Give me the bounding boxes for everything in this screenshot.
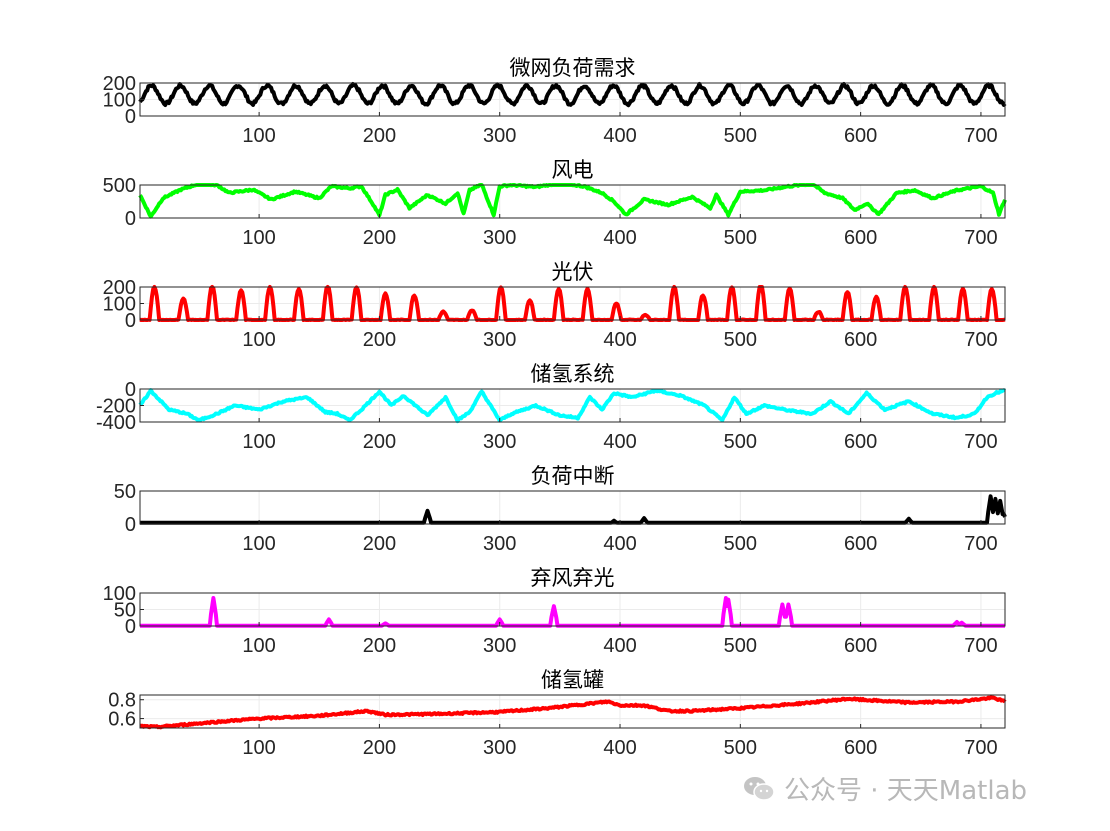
- y-tick-label: 0.8: [108, 690, 136, 712]
- x-tick-label: 700: [964, 533, 997, 555]
- x-tick-label: 200: [363, 431, 396, 453]
- y-tick-label: 500: [103, 175, 136, 197]
- watermark-text: 公众号 · 天天Matlab: [784, 776, 1028, 806]
- x-tick-label: 300: [483, 533, 516, 555]
- x-tick-label: 500: [724, 125, 757, 147]
- subplot-title: 风电: [552, 158, 594, 182]
- x-tick-label: 700: [964, 635, 997, 657]
- x-tick-label: 300: [483, 737, 516, 759]
- watermark: 公众号 · 天天Matlab: [742, 770, 1027, 807]
- y-tick-label: 50: [114, 481, 136, 503]
- x-tick-label: 700: [964, 737, 997, 759]
- x-tick-label: 200: [363, 227, 396, 249]
- x-tick-label: 500: [724, 737, 757, 759]
- subplot-2: 100 200 300 400 500 600 700 0 500 风电: [103, 158, 1007, 249]
- x-tick-label: 100: [242, 431, 275, 453]
- y-tick-label: 0.6: [108, 709, 136, 731]
- y-tick-label: -400: [96, 412, 136, 434]
- x-tick-label: 500: [724, 533, 757, 555]
- x-tick-label: 700: [964, 125, 997, 147]
- y-tick-label: 50: [114, 600, 136, 622]
- x-tick-label: 400: [603, 329, 636, 351]
- x-tick-label: 400: [603, 635, 636, 657]
- x-tick-label: 300: [483, 431, 516, 453]
- x-tick-label: 700: [964, 227, 997, 249]
- x-tick-label: 600: [844, 329, 877, 351]
- x-tick-label: 100: [242, 533, 275, 555]
- x-tick-label: 300: [483, 125, 516, 147]
- x-tick-label: 200: [363, 125, 396, 147]
- x-tick-label: 600: [844, 431, 877, 453]
- subplot-title: 储氢系统: [531, 362, 615, 386]
- x-tick-label: 200: [363, 737, 396, 759]
- x-tick-label: 500: [724, 431, 757, 453]
- x-tick-label: 100: [242, 329, 275, 351]
- x-tick-label: 100: [242, 737, 275, 759]
- subplot-title: 微网负荷需求: [510, 56, 636, 80]
- subplot-7: 100 200 300 400 500 600 700 0.60.8 储氢罐: [108, 668, 1007, 759]
- x-tick-label: 400: [603, 125, 636, 147]
- x-tick-label: 200: [363, 329, 396, 351]
- series-line: [138, 81, 1007, 108]
- y-tick-label: 100: [103, 90, 136, 112]
- axes-box: [139, 490, 1006, 525]
- axes-box: [139, 184, 1006, 219]
- x-tick-label: 500: [724, 635, 757, 657]
- x-tick-label: 600: [844, 227, 877, 249]
- x-tick-label: 400: [603, 431, 636, 453]
- x-tick-label: 500: [724, 329, 757, 351]
- y-tick-label: 0: [125, 310, 136, 332]
- x-tick-label: 200: [363, 635, 396, 657]
- y-tick-label: 0: [125, 208, 136, 230]
- subplot-5: 100 200 300 400 500 600 700 0 50 负荷中断: [114, 464, 1007, 555]
- x-tick-label: 700: [964, 431, 997, 453]
- x-tick-label: 100: [242, 635, 275, 657]
- y-tick-label: 0: [125, 379, 136, 401]
- x-tick-label: 300: [483, 329, 516, 351]
- plot-area: [140, 491, 1005, 524]
- y-tick-label: 100: [103, 583, 136, 605]
- x-tick-label: 700: [964, 329, 997, 351]
- axes-box: [139, 694, 1006, 729]
- x-tick-label: 500: [724, 227, 757, 249]
- x-tick-label: 400: [603, 737, 636, 759]
- x-tick-label: 100: [242, 125, 275, 147]
- wechat-icon: [744, 776, 775, 801]
- y-tick-label: 0: [125, 616, 136, 638]
- x-tick-label: 600: [844, 635, 877, 657]
- x-tick-label: 600: [844, 533, 877, 555]
- x-tick-label: 300: [483, 635, 516, 657]
- y-tick-label: 200: [103, 73, 136, 95]
- x-tick-label: 600: [844, 737, 877, 759]
- x-tick-label: 100: [242, 227, 275, 249]
- y-tick-label: -200: [96, 396, 136, 418]
- x-tick-label: 400: [603, 533, 636, 555]
- series-line: [139, 695, 1007, 730]
- subplot-title: 负荷中断: [531, 464, 615, 488]
- subplot-title: 弃风弃光: [531, 566, 615, 590]
- subplot-title: 光伏: [552, 260, 594, 284]
- y-tick-label: 0: [125, 514, 136, 536]
- x-tick-label: 600: [844, 125, 877, 147]
- x-tick-label: 300: [483, 227, 516, 249]
- y-tick-label: 0: [125, 106, 136, 128]
- y-tick-label: 100: [103, 294, 136, 316]
- subplot-title: 储氢罐: [541, 668, 604, 692]
- x-tick-label: 200: [363, 533, 396, 555]
- y-tick-label: 200: [103, 277, 136, 299]
- series-line: [138, 388, 1007, 424]
- x-tick-label: 400: [603, 227, 636, 249]
